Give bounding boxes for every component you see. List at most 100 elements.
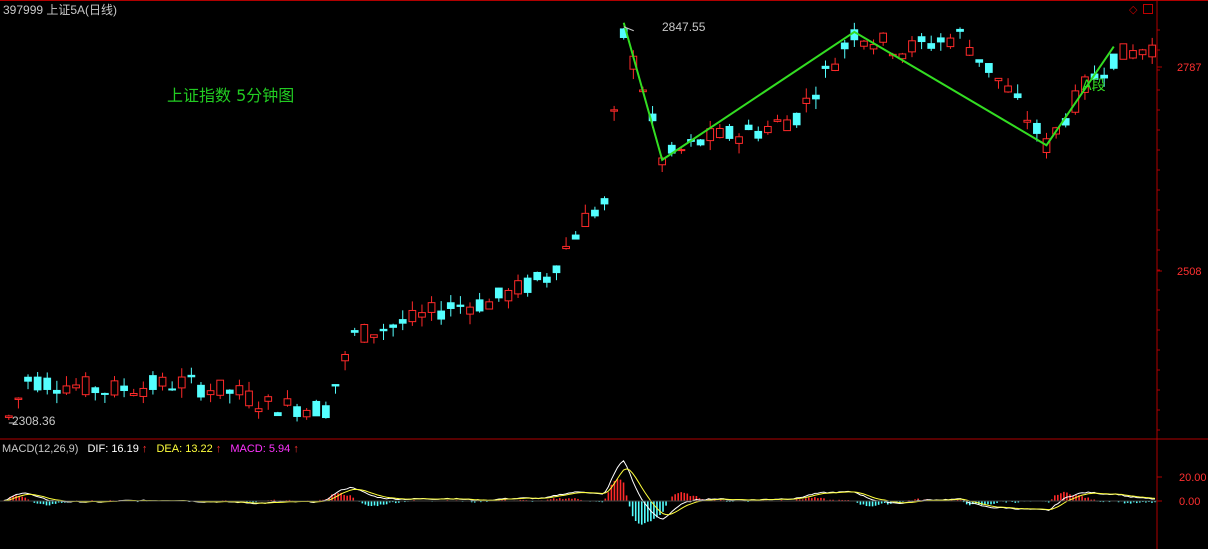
dif-arrow-icon: ↑ bbox=[142, 443, 148, 455]
macd-histogram bbox=[3, 478, 1156, 525]
candle-body bbox=[965, 47, 974, 56]
price-tick-label: 2508 bbox=[1177, 266, 1201, 278]
low-price-label: 2308.36 bbox=[12, 414, 56, 428]
candle-body bbox=[158, 376, 167, 387]
macd-legend-name: MACD(12,26,9) bbox=[2, 443, 78, 455]
candle-body bbox=[504, 289, 513, 302]
candle-body bbox=[341, 353, 349, 362]
candle-body bbox=[763, 125, 772, 134]
candle-body bbox=[322, 405, 330, 419]
candle-body bbox=[216, 379, 225, 396]
candle-body bbox=[197, 384, 205, 398]
macd-histogram-value: MACD: 5.94 bbox=[230, 443, 290, 455]
candle-body bbox=[379, 328, 388, 332]
macd-dif-value: DIF: 16.19 bbox=[87, 443, 138, 455]
price-tick-label: 2787 bbox=[1177, 62, 1201, 74]
candle-body bbox=[514, 280, 522, 295]
diamond-icon[interactable]: ◇ bbox=[1129, 3, 1138, 16]
candle-body bbox=[840, 42, 849, 50]
macd-tick-label: 20.00 bbox=[1179, 472, 1207, 484]
candle-body bbox=[225, 389, 234, 394]
candle-body bbox=[177, 376, 186, 389]
restore-window-icon[interactable] bbox=[1143, 4, 1153, 14]
candle-body bbox=[936, 37, 945, 43]
candle-body bbox=[984, 63, 993, 73]
candle-body bbox=[331, 384, 340, 387]
zigzag-line bbox=[622, 22, 1115, 162]
candle-body bbox=[1023, 119, 1032, 123]
candle-body bbox=[245, 390, 253, 407]
candle-body bbox=[43, 377, 52, 390]
candle-body bbox=[52, 389, 61, 394]
candle-body bbox=[956, 28, 964, 32]
candle-body bbox=[427, 302, 436, 313]
candle-body bbox=[62, 385, 71, 394]
candle-body bbox=[360, 324, 369, 343]
candle-body bbox=[1033, 122, 1041, 134]
candle-body bbox=[466, 306, 474, 315]
candle-body bbox=[4, 415, 13, 418]
candle-body bbox=[917, 36, 926, 43]
candle-body bbox=[715, 127, 724, 139]
candle-body bbox=[821, 65, 830, 69]
candle-body bbox=[860, 40, 868, 47]
candle-body bbox=[1148, 44, 1157, 58]
candle-body bbox=[446, 302, 455, 309]
candle-body bbox=[600, 198, 609, 205]
macd-axis: 20.00 0.00 bbox=[0, 472, 1207, 508]
candle-body bbox=[235, 385, 244, 396]
candle-body bbox=[33, 376, 42, 391]
candle-body bbox=[735, 136, 743, 144]
candle-body bbox=[725, 125, 734, 139]
candle-body bbox=[1138, 49, 1147, 56]
macd-arrow-icon: ↑ bbox=[293, 443, 299, 455]
candle-body bbox=[946, 37, 955, 48]
candle-body bbox=[129, 392, 138, 396]
candle-body bbox=[418, 312, 426, 318]
candle-body bbox=[81, 376, 90, 396]
candle-body bbox=[1004, 85, 1012, 93]
candle-body bbox=[552, 265, 561, 274]
candle-body bbox=[1013, 93, 1022, 99]
candle-body bbox=[975, 59, 984, 63]
candle-body bbox=[581, 212, 590, 228]
candle-body bbox=[879, 32, 888, 43]
candle-body bbox=[696, 139, 705, 146]
candle-body bbox=[24, 376, 32, 382]
candle-body bbox=[475, 299, 484, 312]
candle-body bbox=[1119, 43, 1128, 60]
candle-body bbox=[754, 130, 763, 139]
candle-body bbox=[648, 113, 657, 122]
price-axis: 2787 2508 bbox=[1157, 29, 1201, 431]
candle-body bbox=[571, 234, 580, 240]
symbol-title: 397999 上证5A(日线) bbox=[3, 3, 117, 17]
candle-body bbox=[562, 245, 570, 250]
candle-body bbox=[264, 396, 273, 402]
candlestick-series bbox=[4, 22, 1157, 422]
candle-body bbox=[802, 97, 811, 104]
candle-body bbox=[927, 43, 936, 49]
candle-body bbox=[254, 408, 263, 413]
candle-body bbox=[543, 276, 551, 283]
candle-body bbox=[994, 77, 1003, 82]
segment-a-label: A段 bbox=[1082, 78, 1106, 94]
candle-body bbox=[523, 277, 532, 293]
macd-legend: MACD(12,26,9) DIF: 16.19 ↑ DEA: 13.22 ↑ … bbox=[2, 443, 299, 455]
candle-body bbox=[1100, 74, 1109, 79]
candle-body bbox=[206, 390, 215, 396]
chart-title: 上证指数 5分钟图 bbox=[167, 86, 294, 105]
candle-body bbox=[139, 387, 148, 397]
candle-body bbox=[168, 388, 177, 391]
candle-body bbox=[14, 397, 23, 400]
candle-body bbox=[149, 375, 157, 390]
candle-body bbox=[456, 304, 465, 307]
zigzag-trend-lines bbox=[8, 22, 1115, 424]
candle-body bbox=[744, 124, 753, 131]
dif-line bbox=[3, 460, 1156, 520]
candle-body bbox=[110, 380, 119, 396]
candle-body bbox=[783, 119, 791, 132]
candle-body bbox=[293, 406, 301, 417]
candle-body bbox=[273, 412, 282, 417]
